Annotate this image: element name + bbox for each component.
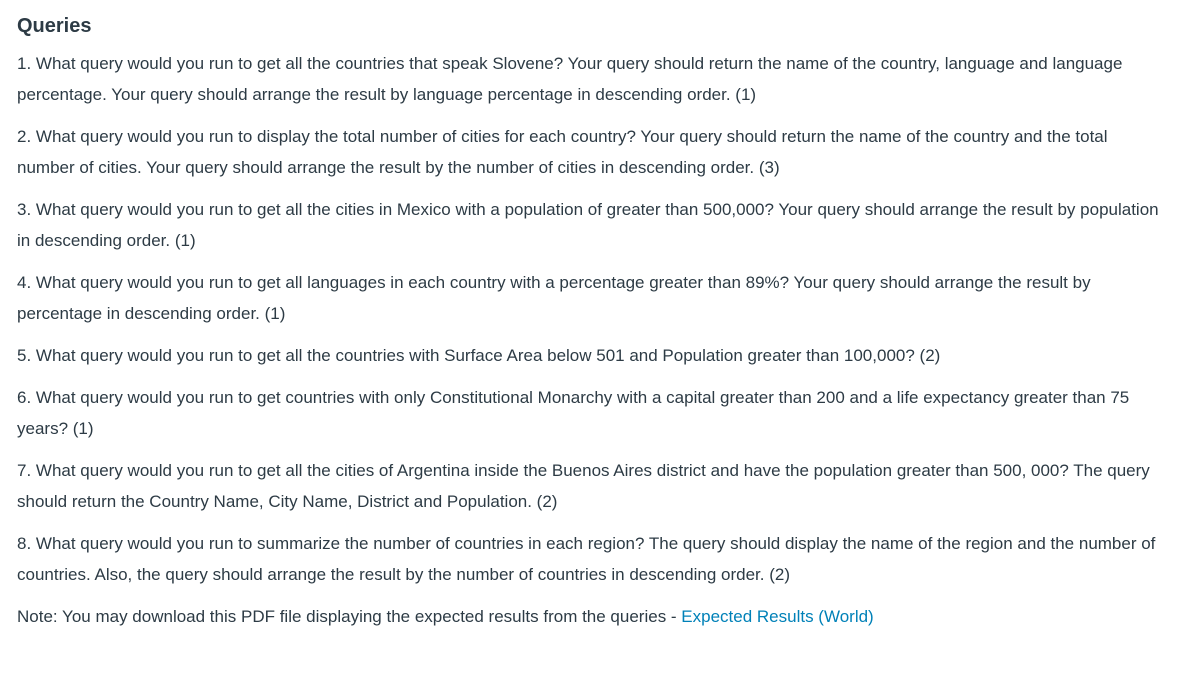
section-heading: Queries [17,15,92,37]
queries-section: Queries 1. What query would you run to g… [17,12,1167,632]
question-4: 4. What query would you run to get all l… [17,273,1091,323]
expected-results-link[interactable]: Expected Results (World) [681,607,874,626]
question-8: 8. What query would you run to summarize… [17,534,1156,584]
question-1: 1. What query would you run to get all t… [17,54,1123,104]
note-text: Note: You may download this PDF file dis… [17,607,682,626]
download-note: Note: You may download this PDF file dis… [17,601,1167,632]
question-5: 5. What query would you run to get all t… [17,346,941,365]
question-2: 2. What query would you run to display t… [17,127,1108,177]
question-3: 3. What query would you run to get all t… [17,200,1159,250]
question-7: 7. What query would you run to get all t… [17,461,1150,511]
question-6: 6. What query would you run to get count… [17,388,1130,438]
